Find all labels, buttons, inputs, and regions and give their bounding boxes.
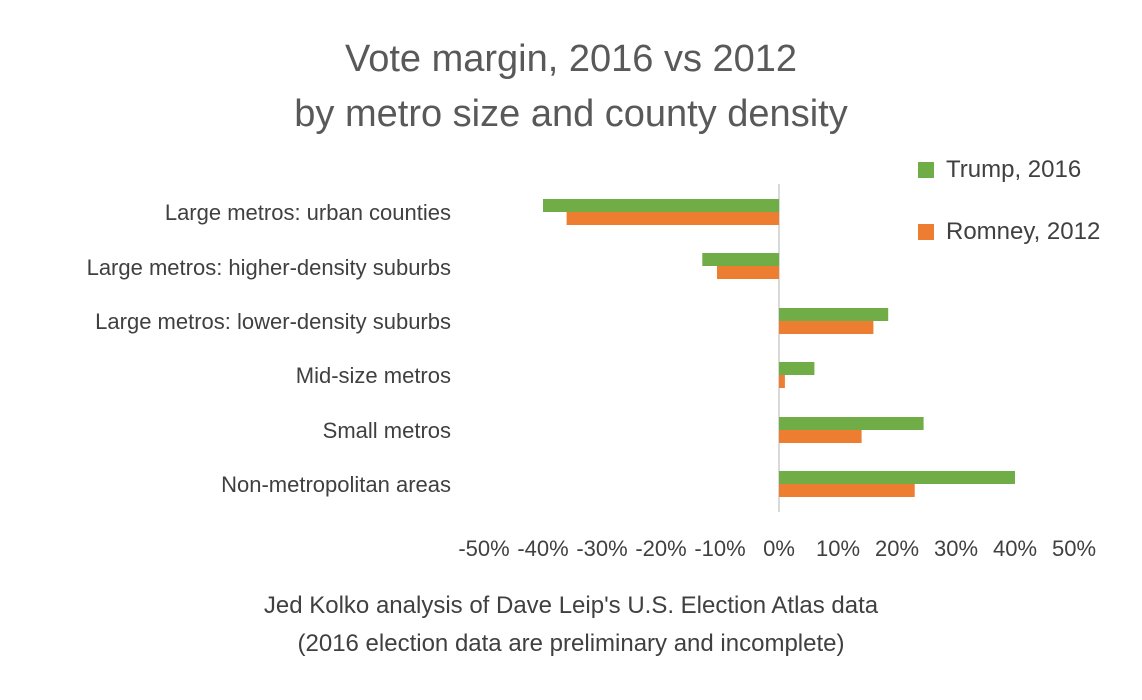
x-tick-label: 10% (815, 536, 861, 561)
source-note-detail: (2016 election data are preliminary and … (297, 630, 845, 657)
bar-trump-2016 (779, 362, 815, 375)
legend-item-trump: Trump, 2016 (918, 156, 1081, 184)
legend-label-trump: Trump, 2016 (946, 156, 1082, 183)
x-tick-label: -50% (458, 536, 510, 561)
bar-trump-2016 (779, 417, 924, 430)
chart-subtitle: by metro size and county density (294, 93, 848, 135)
x-tick-label: 50% (1051, 536, 1097, 561)
bar-trump-2016 (779, 471, 1015, 484)
bar-trump-2016 (702, 253, 779, 266)
x-tick-label: -10% (694, 536, 746, 561)
chart-title: Vote margin, 2016 vs 2012 (344, 38, 798, 80)
bar-romney-2012 (779, 484, 915, 497)
category-label: Mid-size metros (295, 363, 451, 388)
source-note: Jed Kolko analysis of Dave Leip's U.S. E… (263, 592, 879, 619)
bar-trump-2016 (779, 308, 889, 321)
x-tick-label: 0% (763, 536, 795, 561)
legend-swatch-romney (918, 224, 934, 240)
category-label: Small metros (322, 418, 451, 443)
category-label: Large metros: lower-density suburbs (95, 309, 451, 334)
bar-romney-2012 (779, 321, 874, 334)
legend-label-romney: Romney, 2012 (946, 218, 1101, 245)
x-tick-label: -20% (635, 536, 687, 561)
bar-romney-2012 (717, 266, 779, 279)
bar-trump-2016 (543, 199, 779, 212)
bar-romney-2012 (779, 375, 785, 388)
bar-romney-2012 (566, 212, 779, 225)
category-label: Large metros: higher-density suburbs (86, 255, 451, 280)
x-tick-label: -40% (517, 536, 569, 561)
category-label: Non-metropolitan areas (221, 472, 451, 497)
legend-swatch-trump (918, 162, 934, 178)
legend-item-romney: Romney, 2012 (918, 218, 1100, 246)
x-tick-label: 20% (874, 536, 920, 561)
category-label: Large metros: urban counties (164, 200, 451, 225)
x-tick-label: -30% (576, 536, 628, 561)
bar-romney-2012 (779, 430, 862, 443)
x-tick-label: 40% (992, 536, 1038, 561)
x-tick-label: 30% (933, 536, 979, 561)
